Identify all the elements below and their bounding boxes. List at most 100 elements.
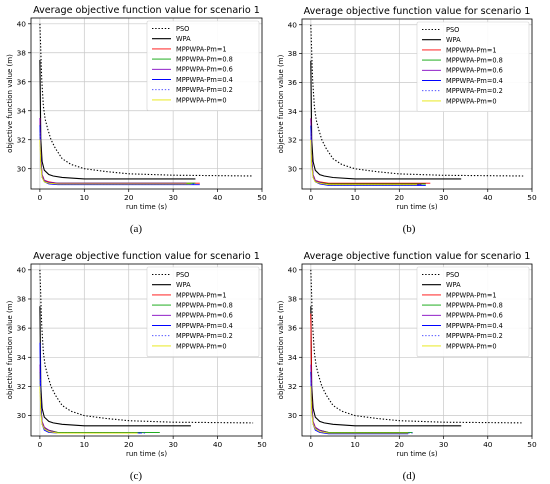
x-tick-label: 30 bbox=[439, 193, 449, 202]
x-axis-label: run time (s) bbox=[126, 203, 167, 211]
y-tick-label: 34 bbox=[17, 106, 27, 115]
x-axis-label: run time (s) bbox=[396, 450, 437, 458]
series-line-pso bbox=[310, 269, 524, 424]
legend-label: MPPWPA-Pm=0 bbox=[446, 97, 497, 105]
legend-label: MPPWPA-Pm=1 bbox=[176, 45, 227, 53]
legend: PSO WPA MPPWPA-Pm=1 MPPWPA-Pm=0.8 MPPWPA-Pm=… bbox=[416, 266, 530, 357]
x-tick-label: 10 bbox=[350, 440, 360, 449]
legend: PSO WPA MPPWPA-Pm=1 MPPWPA-Pm=0.8 MPPWPA-Pm=… bbox=[146, 266, 260, 357]
x-axis-label: run time (s) bbox=[396, 203, 437, 211]
y-tick-label: 38 bbox=[17, 295, 27, 304]
legend-label: MPPWPA-Pm=0.8 bbox=[176, 302, 233, 310]
legend-box bbox=[416, 21, 530, 112]
x-axis-label: run time (s) bbox=[126, 450, 167, 458]
series-line-mppwpa-pm-0-6 bbox=[39, 117, 187, 184]
plot-frame bbox=[301, 18, 533, 190]
legend-label: PSO bbox=[176, 271, 189, 279]
series-line-mppwpa-pm-0-6 bbox=[310, 118, 422, 186]
legend-box bbox=[146, 266, 260, 357]
legend-label: WPA bbox=[446, 36, 461, 44]
x-tick-label: 20 bbox=[124, 193, 134, 202]
y-tick-label: 36 bbox=[17, 324, 27, 333]
legend-label: MPPWPA-Pm=1 bbox=[176, 291, 227, 299]
series-line-mppwpa-pm-0 bbox=[310, 386, 409, 434]
y-tick-label: 38 bbox=[17, 48, 27, 57]
x-tick-label: 50 bbox=[527, 440, 537, 449]
x-tick-label: 40 bbox=[213, 440, 223, 449]
y-tick-label: 30 bbox=[288, 411, 298, 420]
x-tick-label: 0 bbox=[38, 440, 43, 449]
legend-label: MPPWPA-Pm=0 bbox=[176, 96, 227, 104]
y-tick-label: 32 bbox=[17, 382, 26, 391]
legend-label: MPPWPA-Pm=0.6 bbox=[176, 312, 233, 320]
y-axis-label: objective function value (m) bbox=[6, 300, 14, 399]
series-line-mppwpa-pm-0-2 bbox=[39, 132, 196, 185]
legend-label: MPPWPA-Pm=0.6 bbox=[446, 67, 503, 75]
legend-label: MPPWPA-Pm=0.8 bbox=[446, 57, 503, 65]
x-tick-label: 40 bbox=[483, 193, 493, 202]
legend-label: PSO bbox=[176, 25, 189, 33]
series-line-mppwpa-pm-0-2 bbox=[310, 379, 413, 434]
x-tick-label: 50 bbox=[257, 193, 267, 202]
legend-label: MPPWPA-Pm=0.6 bbox=[176, 66, 233, 74]
series-line-mppwpa-pm-0-8 bbox=[310, 125, 426, 185]
legend-label: MPPWPA-Pm=0.2 bbox=[176, 332, 233, 340]
series-line-mppwpa-pm-0-4 bbox=[310, 371, 409, 435]
legend-label: MPPWPA-Pm=0.4 bbox=[176, 76, 233, 84]
legend-box bbox=[416, 266, 530, 357]
y-tick-label: 30 bbox=[17, 164, 27, 173]
x-tick-label: 30 bbox=[168, 440, 178, 449]
legend-label: MPPWPA-Pm=1 bbox=[446, 46, 497, 54]
x-tick-label: 0 bbox=[38, 193, 43, 202]
x-tick-label: 20 bbox=[124, 440, 134, 449]
legend-label: MPPWPA-Pm=0.2 bbox=[446, 87, 503, 95]
y-tick-label: 32 bbox=[288, 382, 297, 391]
x-tick-label: 30 bbox=[168, 193, 178, 202]
y-tick-label: 40 bbox=[17, 19, 27, 28]
y-tick-label: 36 bbox=[17, 77, 27, 86]
y-tick-label: 30 bbox=[288, 164, 298, 173]
x-tick-label: 10 bbox=[350, 193, 360, 202]
y-tick-label: 40 bbox=[288, 20, 298, 29]
series-line-pso bbox=[39, 269, 254, 424]
legend-label: MPPWPA-Pm=0.6 bbox=[446, 312, 503, 320]
legend-label: PSO bbox=[446, 26, 459, 34]
legend-label: WPA bbox=[176, 281, 191, 289]
y-axis-label: objective function value (m) bbox=[6, 54, 14, 153]
legend-label: PSO bbox=[446, 271, 459, 279]
series-line-mppwpa-pm-0 bbox=[39, 386, 138, 434]
panel-label: (d) bbox=[403, 470, 416, 482]
chart-title: Average objective function value for sce… bbox=[33, 251, 260, 262]
chart-title: Average objective function value for sce… bbox=[304, 251, 531, 262]
series-line-wpa bbox=[39, 306, 191, 427]
panel-label: (b) bbox=[403, 223, 416, 235]
plot-frame bbox=[301, 263, 533, 437]
legend-label: MPPWPA-Pm=0 bbox=[446, 342, 497, 350]
y-tick-label: 36 bbox=[288, 324, 298, 333]
x-tick-label: 10 bbox=[80, 193, 90, 202]
series-line-mppwpa-pm-0-8 bbox=[39, 125, 196, 184]
series-line-wpa bbox=[310, 60, 462, 180]
y-tick-label: 40 bbox=[17, 265, 27, 274]
plot-frame bbox=[30, 17, 263, 190]
y-tick-label: 32 bbox=[288, 136, 297, 145]
chart-panel-1: Average objective function value for sce… bbox=[6, 5, 267, 211]
series-line-mppwpa-pm-0-2 bbox=[39, 379, 147, 434]
legend-label: MPPWPA-Pm=0.4 bbox=[446, 77, 503, 85]
series-line-mppwpa-pm-0-4 bbox=[39, 125, 200, 186]
chart-title: Average objective function value for sce… bbox=[304, 6, 531, 17]
legend-label: MPPWPA-Pm=0.2 bbox=[176, 86, 233, 94]
x-tick-label: 20 bbox=[395, 440, 405, 449]
y-tick-label: 34 bbox=[288, 107, 298, 116]
legend-label: WPA bbox=[446, 281, 461, 289]
series-line-wpa bbox=[310, 306, 462, 427]
series-line-mppwpa-pm-0 bbox=[310, 139, 417, 186]
legend-label: MPPWPA-Pm=0.4 bbox=[446, 322, 503, 330]
y-axis-label: objective function value (m) bbox=[277, 54, 285, 153]
legend-label: MPPWPA-Pm=0.2 bbox=[446, 332, 503, 340]
y-tick-label: 34 bbox=[288, 353, 298, 362]
series-line-mppwpa-pm-0 bbox=[39, 139, 191, 185]
chart-title: Average objective function value for sce… bbox=[33, 5, 260, 16]
y-tick-label: 36 bbox=[288, 78, 298, 87]
